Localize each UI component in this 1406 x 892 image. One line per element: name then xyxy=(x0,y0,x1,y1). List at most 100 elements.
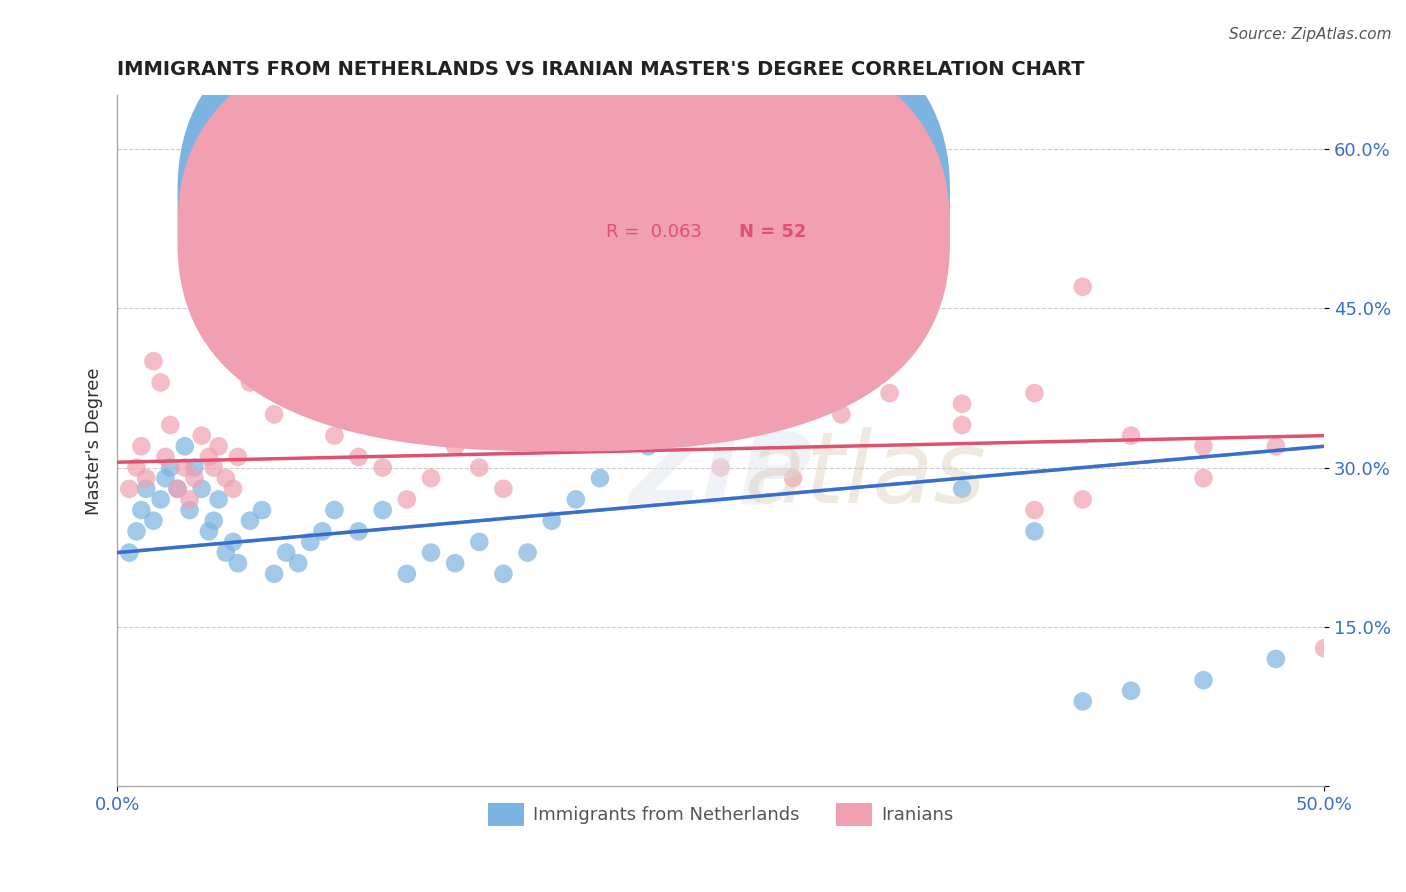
Point xyxy=(239,376,262,390)
Point xyxy=(540,428,562,442)
Point xyxy=(222,535,245,549)
Point xyxy=(276,376,298,390)
Point xyxy=(166,482,188,496)
Point xyxy=(1119,428,1142,442)
Y-axis label: Master's Degree: Master's Degree xyxy=(86,368,103,515)
Point xyxy=(131,439,153,453)
Legend: Immigrants from Netherlands, Iranians: Immigrants from Netherlands, Iranians xyxy=(481,797,960,833)
Point xyxy=(166,482,188,496)
Point xyxy=(420,471,443,485)
Point xyxy=(1024,524,1046,539)
Point xyxy=(492,482,515,496)
Point xyxy=(589,408,612,422)
Point xyxy=(118,545,141,559)
Point xyxy=(149,492,172,507)
Point xyxy=(149,376,172,390)
Point xyxy=(155,471,177,485)
Point xyxy=(1192,471,1215,485)
FancyBboxPatch shape xyxy=(177,16,950,451)
Point xyxy=(565,492,588,507)
Point xyxy=(155,450,177,464)
Point xyxy=(637,397,659,411)
Text: ZIP: ZIP xyxy=(628,427,813,524)
Text: R =  0.063: R = 0.063 xyxy=(606,223,702,241)
Point xyxy=(323,503,346,517)
Text: atlas: atlas xyxy=(745,427,987,524)
FancyBboxPatch shape xyxy=(516,171,877,268)
Point xyxy=(637,439,659,453)
Point xyxy=(395,492,418,507)
Point xyxy=(950,397,973,411)
Point xyxy=(287,556,309,570)
Point xyxy=(1313,641,1336,656)
Point xyxy=(239,514,262,528)
Point xyxy=(159,460,181,475)
Point xyxy=(299,535,322,549)
Text: N = 49: N = 49 xyxy=(738,189,806,207)
Point xyxy=(276,545,298,559)
Point xyxy=(830,322,852,336)
Text: N = 52: N = 52 xyxy=(738,223,806,241)
Point xyxy=(492,566,515,581)
Point xyxy=(323,428,346,442)
Point xyxy=(179,503,201,517)
Point xyxy=(125,460,148,475)
Point xyxy=(215,545,238,559)
Point xyxy=(179,492,201,507)
Point xyxy=(135,482,157,496)
Point xyxy=(207,492,229,507)
Point xyxy=(468,535,491,549)
FancyBboxPatch shape xyxy=(177,0,950,417)
Text: Source: ZipAtlas.com: Source: ZipAtlas.com xyxy=(1229,27,1392,42)
Point xyxy=(395,566,418,581)
Point xyxy=(1071,694,1094,708)
Point xyxy=(444,556,467,570)
Text: R =  0.201: R = 0.201 xyxy=(606,189,702,207)
Point xyxy=(131,503,153,517)
Point xyxy=(879,386,901,401)
Point xyxy=(950,482,973,496)
Point xyxy=(347,450,370,464)
Point xyxy=(202,514,225,528)
Point xyxy=(516,417,538,432)
Point xyxy=(202,460,225,475)
Point xyxy=(371,503,394,517)
Point xyxy=(540,514,562,528)
Point xyxy=(226,556,249,570)
Point xyxy=(1071,492,1094,507)
Point xyxy=(190,482,212,496)
Point xyxy=(950,417,973,432)
Point xyxy=(215,471,238,485)
Point xyxy=(420,545,443,559)
Point xyxy=(1264,439,1286,453)
Point xyxy=(830,248,852,262)
Point xyxy=(183,471,205,485)
Point xyxy=(250,503,273,517)
Point xyxy=(347,524,370,539)
Point xyxy=(183,460,205,475)
Point xyxy=(135,471,157,485)
Point xyxy=(226,450,249,464)
Point xyxy=(159,417,181,432)
Point xyxy=(710,397,733,411)
Point xyxy=(830,408,852,422)
Point xyxy=(207,439,229,453)
Point xyxy=(782,471,804,485)
Point xyxy=(371,460,394,475)
Point xyxy=(198,524,221,539)
Point xyxy=(142,514,165,528)
Point xyxy=(125,524,148,539)
Point xyxy=(263,566,285,581)
Point xyxy=(299,397,322,411)
Point xyxy=(190,428,212,442)
Point xyxy=(589,471,612,485)
Point xyxy=(1071,280,1094,294)
Point xyxy=(250,354,273,368)
Point xyxy=(1192,673,1215,688)
Point xyxy=(710,460,733,475)
Point xyxy=(444,439,467,453)
Point xyxy=(263,408,285,422)
Point xyxy=(782,386,804,401)
Point xyxy=(1264,652,1286,666)
Point xyxy=(222,482,245,496)
